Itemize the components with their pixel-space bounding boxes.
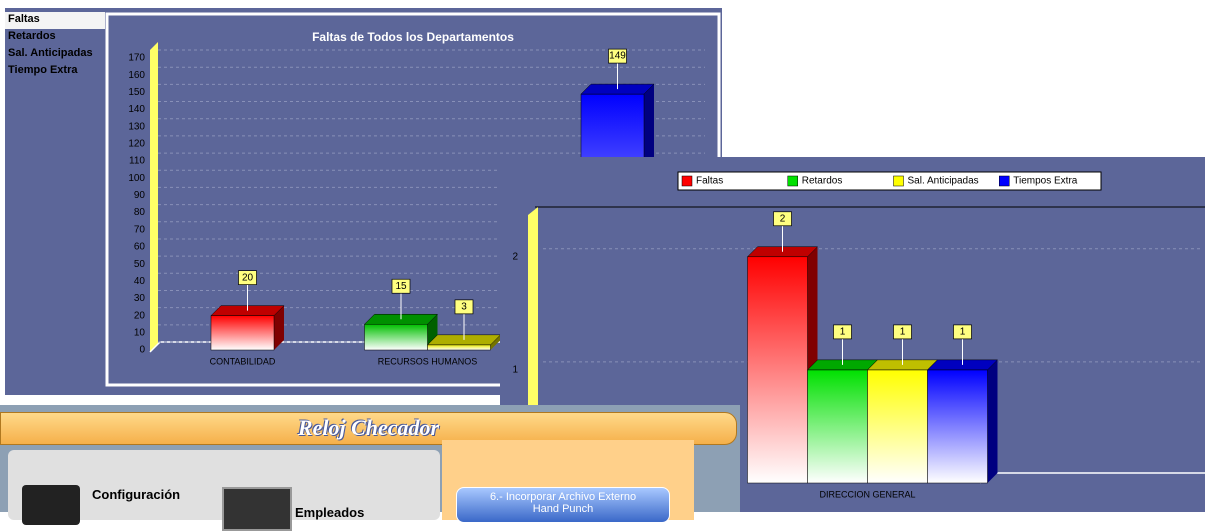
y-tick-label: 40	[134, 276, 146, 287]
app-title: Reloj Checador	[298, 415, 439, 440]
value-label: 1	[840, 327, 846, 338]
value-label: 1	[960, 327, 966, 338]
x-tick-label: RECURSOS HUMANOS	[378, 356, 478, 366]
bar-side	[988, 360, 998, 483]
y-tick-label: 130	[128, 121, 145, 132]
y-tick-label: 50	[134, 259, 146, 270]
y-tick-label: 20	[134, 310, 146, 321]
x-tick-label: DIRECCION GENERAL	[819, 489, 915, 499]
value-label: 20	[242, 272, 254, 283]
value-label: 3	[461, 301, 467, 312]
bar	[748, 257, 808, 483]
bar	[808, 370, 868, 483]
y-tick-label: 30	[134, 293, 146, 304]
icon-employees[interactable]	[222, 487, 292, 531]
bar	[928, 370, 988, 483]
legend-swatch	[682, 176, 692, 186]
value-label: 149	[609, 51, 626, 62]
y-tick-label: 60	[134, 242, 146, 253]
bar	[428, 345, 491, 350]
legend-swatch	[999, 176, 1009, 186]
page: Faltas Retardos Sal. Anticipadas Tiempo …	[0, 0, 1205, 512]
value-label: 15	[395, 281, 407, 292]
bar	[365, 324, 428, 350]
menu-item[interactable]: Empleados	[295, 505, 364, 520]
y-tick-label: 0	[139, 345, 145, 356]
y-tick-label: 2	[512, 251, 518, 262]
y-tick-label: 100	[128, 173, 145, 184]
bar	[211, 316, 274, 350]
y-tick-label: 70	[134, 224, 146, 235]
value-label: 1	[900, 327, 906, 338]
app-window: Reloj Checador Configuración Empleados 6…	[0, 405, 740, 512]
button-text: Hand Punch	[457, 503, 669, 515]
action-button[interactable]: 6.- Incorporar Archivo Externo Hand Punc…	[456, 487, 670, 523]
value-label: 2	[780, 213, 786, 224]
bar	[868, 370, 928, 483]
y-tick-label: 10	[134, 327, 146, 338]
button-text: 6.- Incorporar Archivo Externo	[457, 491, 669, 503]
y-tick-label: 80	[134, 207, 146, 218]
y-tick-label: 90	[134, 190, 146, 201]
y-tick-label: 110	[129, 156, 145, 167]
legend-swatch	[894, 176, 904, 186]
icon-config[interactable]	[22, 485, 80, 525]
y-tick-label: 150	[128, 87, 145, 98]
y-tick-label: 170	[128, 53, 145, 64]
menu-item[interactable]: Configuración	[92, 487, 180, 502]
y-tick-label: 140	[128, 104, 145, 115]
legend-label: Sal. Anticipadas	[908, 176, 979, 187]
y-tick-label: 1	[512, 365, 518, 376]
x-tick-label: CONTABILIDAD	[210, 356, 276, 366]
legend-label: Retardos	[802, 176, 843, 187]
legend-label: Faltas	[696, 176, 723, 187]
legend-swatch	[788, 176, 798, 186]
axis-wall	[150, 42, 158, 352]
legend-label: Tiempos Extra	[1013, 176, 1078, 187]
chart-title: Faltas de Todos los Departamentos	[312, 30, 514, 44]
y-tick-label: 160	[128, 70, 145, 81]
y-tick-label: 120	[128, 139, 145, 150]
